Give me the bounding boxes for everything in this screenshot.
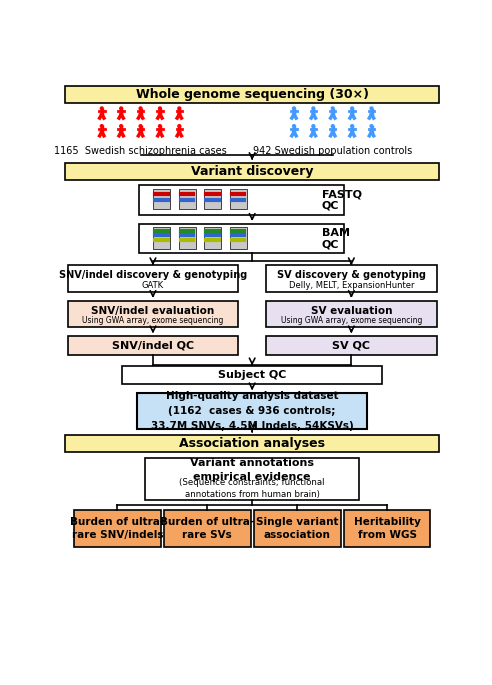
Circle shape — [120, 107, 123, 110]
Text: 942 Swedish population controls: 942 Swedish population controls — [253, 146, 412, 156]
Text: SNV/indel evaluation: SNV/indel evaluation — [92, 306, 215, 316]
FancyBboxPatch shape — [68, 301, 238, 327]
FancyBboxPatch shape — [137, 393, 367, 429]
Text: SV QC: SV QC — [333, 340, 370, 351]
Circle shape — [178, 125, 181, 127]
Circle shape — [331, 107, 334, 110]
Circle shape — [158, 107, 161, 110]
Circle shape — [293, 107, 295, 110]
FancyBboxPatch shape — [343, 510, 430, 547]
Circle shape — [158, 125, 161, 127]
FancyBboxPatch shape — [68, 336, 238, 355]
FancyBboxPatch shape — [204, 227, 221, 249]
Text: SNV/indel QC: SNV/indel QC — [112, 340, 194, 351]
Text: 1165  Swedish schizophrenia cases: 1165 Swedish schizophrenia cases — [54, 146, 227, 156]
FancyBboxPatch shape — [122, 366, 382, 384]
FancyBboxPatch shape — [179, 227, 196, 249]
FancyBboxPatch shape — [266, 266, 436, 292]
Circle shape — [312, 125, 315, 127]
FancyBboxPatch shape — [65, 163, 439, 180]
FancyBboxPatch shape — [153, 227, 170, 249]
Text: FASTQ
QC: FASTQ QC — [322, 189, 362, 211]
Text: Variant discovery: Variant discovery — [191, 165, 313, 178]
Text: Using GWA array, exome sequencing: Using GWA array, exome sequencing — [82, 316, 224, 325]
Circle shape — [178, 107, 181, 110]
Circle shape — [351, 107, 354, 110]
FancyBboxPatch shape — [65, 86, 439, 103]
Circle shape — [351, 125, 354, 127]
Text: (Sequence constraints; functional
annotations from human brain): (Sequence constraints; functional annota… — [180, 478, 325, 499]
FancyBboxPatch shape — [139, 186, 344, 214]
Text: Whole genome sequencing (30×): Whole genome sequencing (30×) — [136, 88, 369, 101]
Circle shape — [331, 125, 334, 127]
Text: SV evaluation: SV evaluation — [310, 306, 392, 316]
FancyBboxPatch shape — [254, 510, 340, 547]
Text: GATK: GATK — [142, 281, 164, 290]
FancyBboxPatch shape — [179, 189, 196, 209]
Text: SNV/indel discovery & genotyping: SNV/indel discovery & genotyping — [59, 271, 247, 280]
Text: Delly, MELT, ExpansionHunter: Delly, MELT, ExpansionHunter — [289, 281, 414, 290]
FancyBboxPatch shape — [266, 301, 436, 327]
Text: Using GWA array, exome sequencing: Using GWA array, exome sequencing — [280, 316, 422, 325]
Text: Burden of ultra-
rare SNV/indels: Burden of ultra- rare SNV/indels — [70, 517, 164, 540]
FancyBboxPatch shape — [139, 224, 344, 253]
Circle shape — [100, 107, 103, 110]
Circle shape — [139, 125, 142, 127]
Circle shape — [120, 125, 123, 127]
Circle shape — [100, 125, 103, 127]
FancyBboxPatch shape — [230, 189, 246, 209]
FancyBboxPatch shape — [145, 458, 359, 499]
FancyBboxPatch shape — [230, 227, 246, 249]
Text: High-quality analysis dataset
(1162  cases & 936 controls;
33.7M SNVs, 4.5M Inde: High-quality analysis dataset (1162 case… — [151, 391, 354, 431]
Text: BAM
QC: BAM QC — [322, 227, 350, 249]
Text: SV discovery & genotyping: SV discovery & genotyping — [277, 271, 426, 280]
FancyBboxPatch shape — [266, 336, 436, 355]
Text: Single variant
association: Single variant association — [256, 517, 338, 540]
FancyBboxPatch shape — [74, 510, 161, 547]
Text: Association analyses: Association analyses — [179, 437, 325, 450]
FancyBboxPatch shape — [164, 510, 250, 547]
Circle shape — [139, 107, 142, 110]
Circle shape — [370, 125, 373, 127]
Text: Burden of ultra-
rare SVs: Burden of ultra- rare SVs — [160, 517, 254, 540]
Text: Variant annotations
empirical evidence: Variant annotations empirical evidence — [190, 458, 314, 482]
Circle shape — [370, 107, 373, 110]
Circle shape — [293, 125, 295, 127]
FancyBboxPatch shape — [204, 189, 221, 209]
Circle shape — [312, 107, 315, 110]
Text: Heritability
from WGS: Heritability from WGS — [354, 517, 421, 540]
FancyBboxPatch shape — [65, 435, 439, 452]
FancyBboxPatch shape — [68, 266, 238, 292]
Text: Subject QC: Subject QC — [218, 370, 286, 379]
FancyBboxPatch shape — [153, 189, 170, 209]
